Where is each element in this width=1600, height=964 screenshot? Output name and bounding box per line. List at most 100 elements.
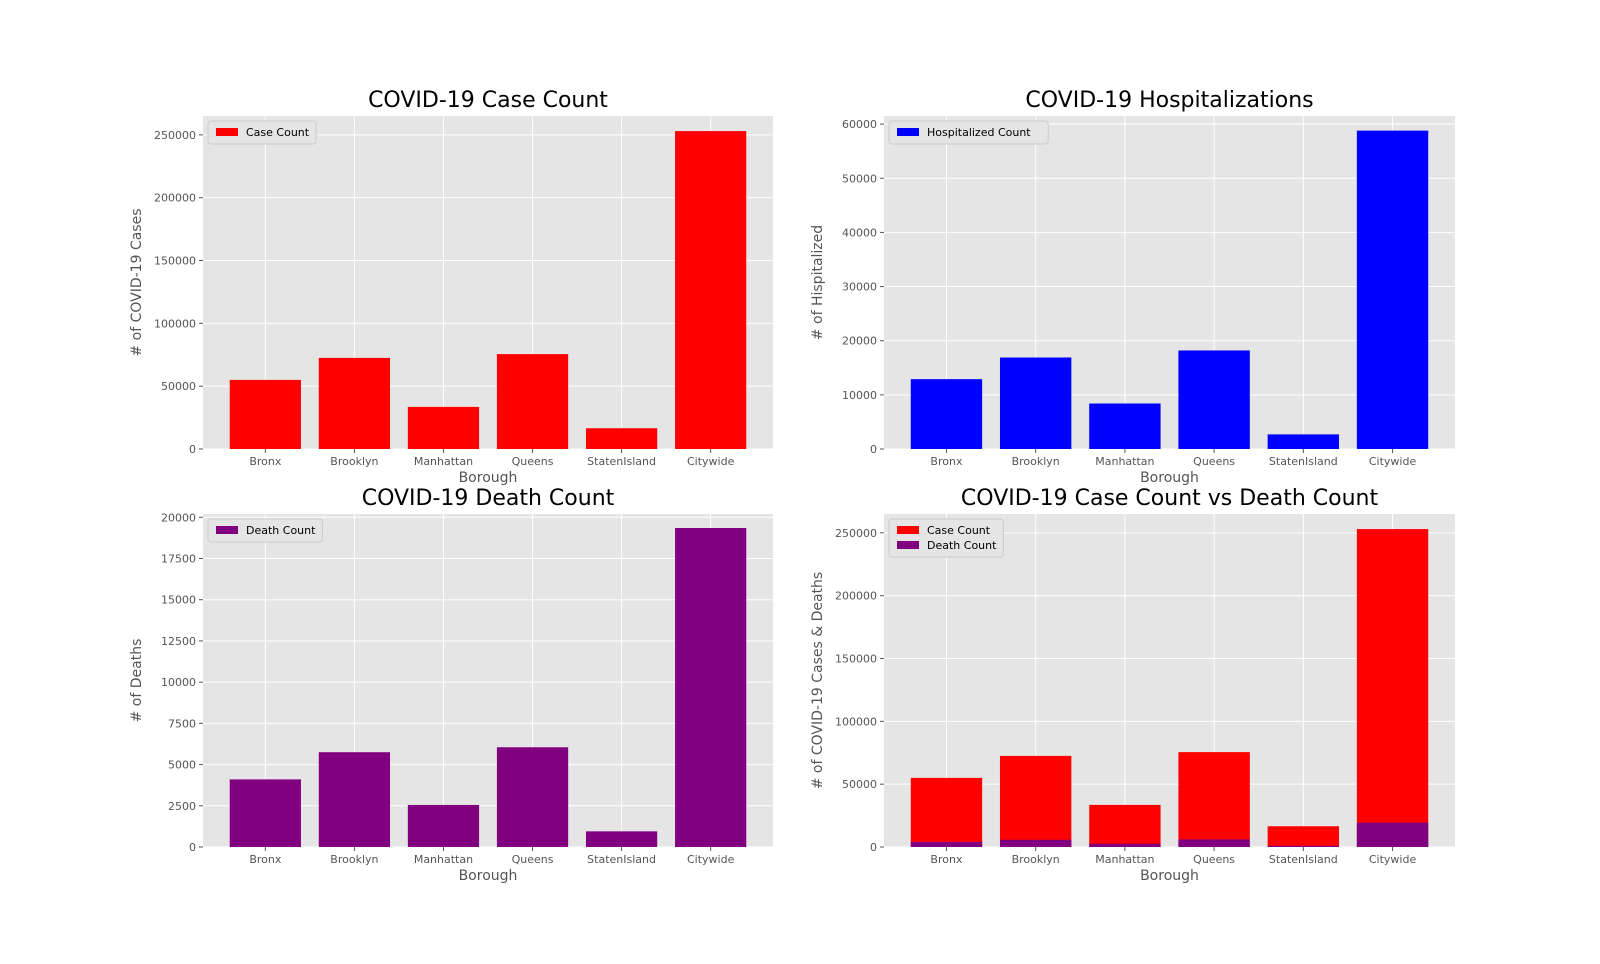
y-tick-label: 0: [189, 443, 196, 456]
x-tick-label: Queens: [512, 455, 554, 468]
x-tick-label: Bronx: [249, 455, 282, 468]
x-axis-label: Borough: [1140, 868, 1199, 884]
legend-swatch: [897, 128, 919, 136]
y-tick-label: 5000: [168, 759, 196, 772]
y-axis-label: # of COVID-19 Cases: [129, 208, 145, 356]
bar-citywide-case-count: [1356, 529, 1429, 847]
bar-statenisland-hospitalized-count: [1267, 434, 1340, 449]
x-tick-label: Brooklyn: [330, 455, 378, 468]
bar-bronx-death-count: [229, 779, 301, 847]
legend-entry: Death Count: [246, 524, 316, 537]
subplot-2: 0 10000 20000 30000 40000 50000 60000 Bronx Broo…: [810, 88, 1455, 486]
y-axis-label: # of COVID-19 Cases & Deaths: [810, 572, 826, 789]
x-tick-label: Citywide: [1369, 455, 1417, 468]
x-tick-label: StatenIsland: [1269, 853, 1338, 866]
y-tick-label: 10000: [842, 389, 877, 402]
y-tick-label: 12500: [161, 635, 196, 648]
bar-brooklyn-case-count: [318, 357, 391, 449]
y-tick-label: 10000: [161, 676, 196, 689]
y-tick-label: 150000: [835, 653, 877, 666]
y-tick-label: 20000: [842, 335, 877, 348]
x-tick-label: Queens: [1193, 853, 1235, 866]
bar-statenisland-case-count: [1267, 826, 1340, 847]
y-tick-label: 50000: [842, 778, 877, 791]
bar-bronx-death-count: [910, 841, 983, 847]
legend-swatch: [216, 526, 238, 534]
bar-statenisland-death-count: [1267, 845, 1340, 847]
y-tick-label: 100000: [154, 317, 196, 330]
legend: Death Count: [207, 518, 323, 543]
x-axis-label: Borough: [459, 470, 518, 486]
x-tick-label: Citywide: [687, 455, 735, 468]
x-tick-label: StatenIsland: [587, 853, 656, 866]
y-tick-label: 150000: [154, 255, 196, 268]
bar-manhattan-case-count: [407, 406, 480, 449]
x-tick-label: Manhattan: [414, 853, 473, 866]
legend-swatch: [897, 541, 919, 549]
x-tick-label: Queens: [512, 853, 554, 866]
legend-swatch: [897, 526, 919, 534]
y-tick-label: 50000: [161, 380, 196, 393]
y-tick-label: 40000: [842, 226, 877, 239]
bar-citywide-death-count: [675, 528, 747, 847]
legend: Case Count: [207, 120, 317, 145]
y-axis-label: # of Deaths: [129, 639, 145, 723]
legend: Hospitalized Count: [888, 120, 1049, 145]
x-tick-label: StatenIsland: [1269, 455, 1338, 468]
y-tick-label: 250000: [835, 527, 877, 540]
bar-statenisland-death-count: [585, 831, 658, 847]
legend-entry: Case Count: [246, 126, 310, 139]
x-tick-label: Bronx: [930, 455, 963, 468]
bar-statenisland-case-count: [585, 428, 658, 449]
x-tick-label: Bronx: [930, 853, 963, 866]
chart-title: COVID-19 Case Count vs Death Count: [961, 486, 1379, 511]
bar-citywide-hospitalized-count: [1356, 130, 1429, 449]
legend-swatch: [216, 128, 238, 136]
legend-frame: [207, 120, 317, 145]
x-tick-label: Citywide: [687, 853, 735, 866]
y-tick-label: 60000: [842, 118, 877, 131]
bar-bronx-hospitalized-count: [910, 379, 983, 449]
legend-entry: Case Count: [927, 524, 991, 537]
x-tick-label: Bronx: [249, 853, 282, 866]
x-axis-label: Borough: [459, 868, 518, 884]
x-axis-label: Borough: [1140, 470, 1199, 486]
y-tick-label: 7500: [168, 717, 196, 730]
y-tick-label: 200000: [154, 192, 196, 205]
x-tick-label: Queens: [1193, 455, 1235, 468]
x-tick-label: Brooklyn: [1012, 455, 1060, 468]
bar-queens-case-count: [496, 354, 569, 449]
chart-title: COVID-19 Death Count: [362, 486, 615, 511]
bar-citywide-case-count: [675, 131, 747, 450]
bar-queens-death-count: [496, 747, 569, 847]
y-tick-label: 0: [189, 841, 196, 854]
y-tick-label: 30000: [842, 281, 877, 294]
bar-brooklyn-case-count: [999, 755, 1072, 847]
y-tick-label: 20000: [161, 511, 196, 524]
bar-brooklyn-hospitalized-count: [999, 357, 1072, 449]
bar-manhattan-case-count: [1089, 804, 1161, 847]
subplot-1: 0 50000 100000 150000 200000 250000 Bronx Brook…: [129, 88, 773, 486]
subplot-3: 0 2500 5000 7500 10000 12500 15000 17500 20000 Br…: [129, 486, 773, 884]
y-tick-label: 0: [870, 443, 877, 456]
bar-brooklyn-death-count: [318, 752, 391, 847]
legend: Case Count Death Count: [888, 518, 1004, 558]
bar-queens-case-count: [1178, 752, 1250, 847]
bar-manhattan-hospitalized-count: [1089, 403, 1161, 449]
bar-manhattan-death-count: [1089, 843, 1161, 847]
chart-title: COVID-19 Case Count: [368, 88, 608, 113]
y-tick-label: 250000: [154, 129, 196, 142]
legend-frame: [207, 518, 323, 543]
legend-entry: Death Count: [927, 539, 997, 552]
legend-entry: Hospitalized Count: [927, 126, 1031, 139]
bar-manhattan-death-count: [407, 804, 480, 847]
y-tick-label: 2500: [168, 800, 196, 813]
bar-queens-death-count: [1178, 839, 1250, 847]
x-tick-label: Manhattan: [414, 455, 473, 468]
y-tick-label: 15000: [161, 594, 196, 607]
bar-citywide-death-count: [1356, 822, 1429, 847]
bar-queens-hospitalized-count: [1178, 350, 1250, 449]
x-tick-label: StatenIsland: [587, 455, 656, 468]
